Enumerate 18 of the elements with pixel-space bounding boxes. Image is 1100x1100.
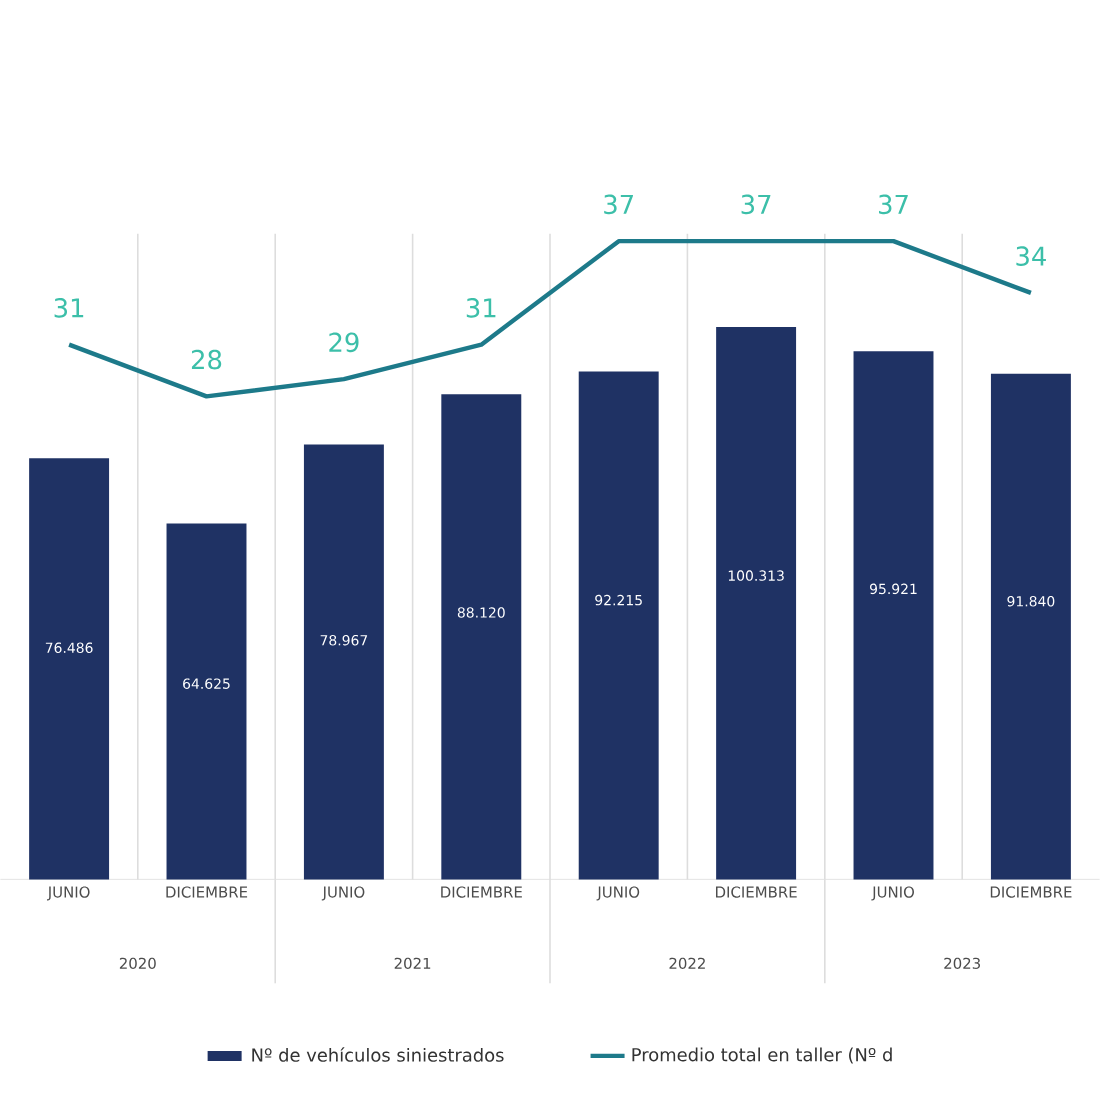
data-label: 31 — [466, 298, 496, 319]
bar — [29, 458, 110, 880]
bar — [990, 374, 1071, 880]
bar — [166, 523, 247, 880]
bar — [716, 327, 797, 880]
bar — [441, 394, 522, 880]
data-label: 29 — [329, 332, 359, 353]
data-label: 28 — [191, 350, 222, 370]
legend-label: Nº de vehículos siniestrados — [252, 1047, 504, 1063]
data-label: 37 — [741, 194, 771, 215]
legend-label: Promedio total en taller (Nº d — [632, 1047, 892, 1064]
data-label: 37 — [879, 194, 908, 215]
bar — [578, 371, 659, 880]
bar — [853, 351, 934, 880]
data-label: 34 — [1016, 246, 1046, 267]
bar — [303, 444, 384, 880]
data-label: 31 — [54, 298, 84, 319]
data-label: 37 — [604, 194, 633, 215]
